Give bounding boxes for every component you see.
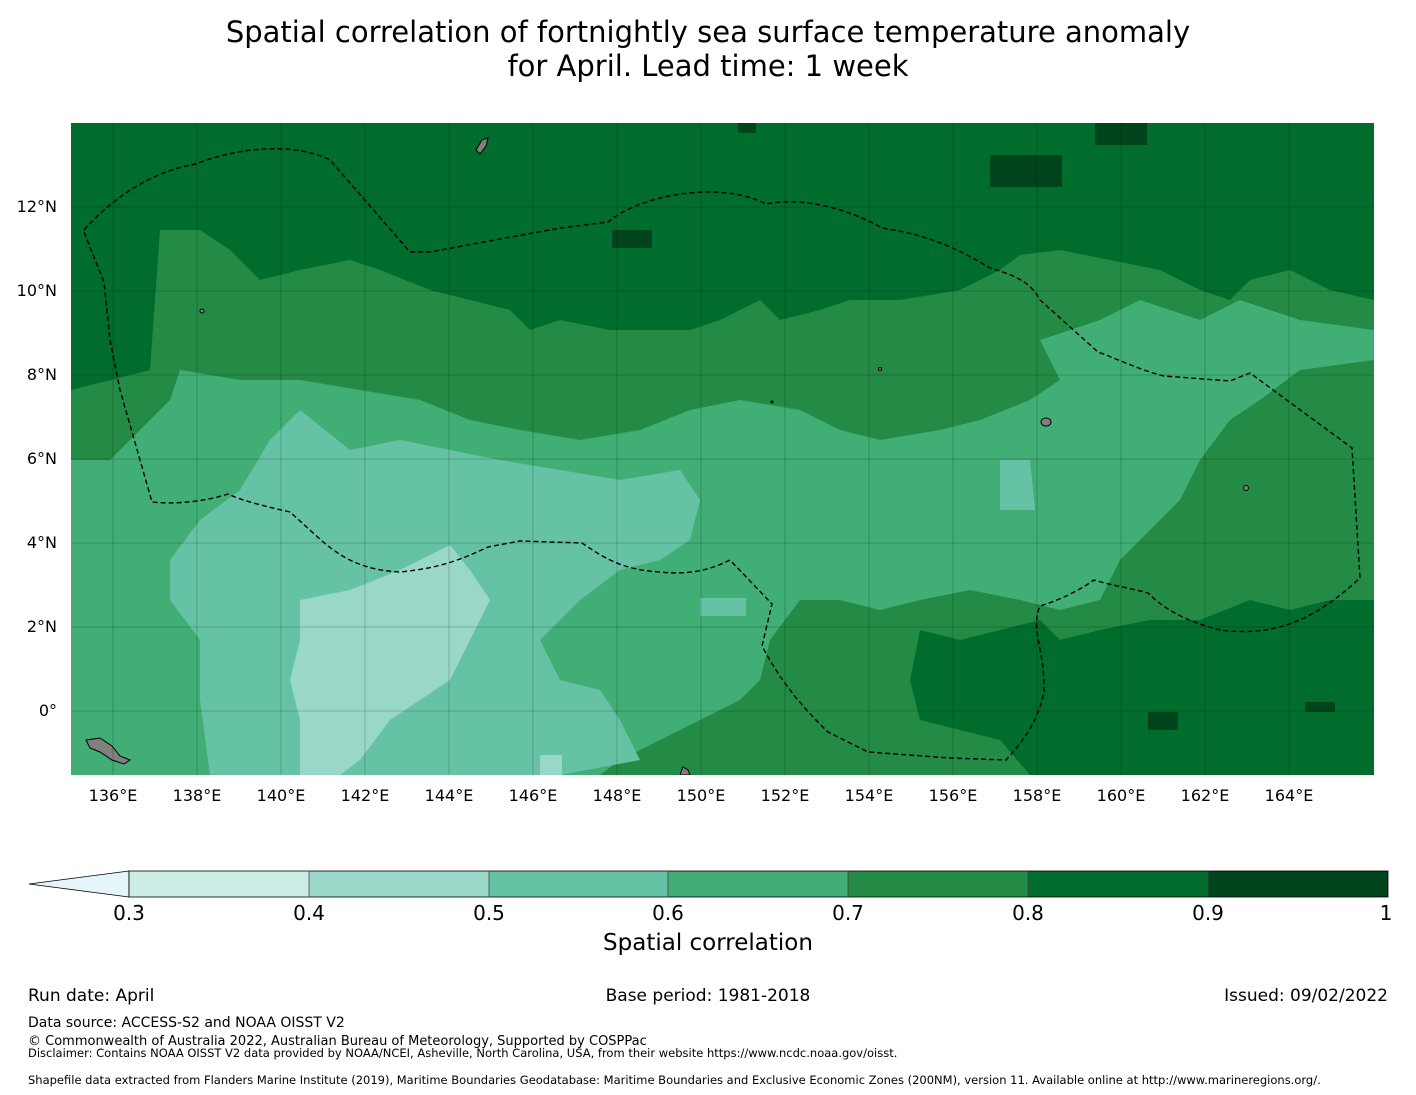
colorbar-segment: [668, 871, 848, 897]
field-region-lightest: [290, 545, 490, 775]
field-patch-lightest: [540, 755, 562, 775]
lat-tick-label: 10°N: [17, 281, 57, 300]
data-source: Data source: ACCESS-S2 and NOAA OISST V2: [28, 1015, 345, 1031]
field-region-north: [71, 123, 1374, 390]
lon-tick-label: 148°E: [593, 786, 642, 805]
lon-tick-label: 156°E: [929, 786, 978, 805]
colorbar-tick-label: 0.6: [652, 901, 684, 925]
lon-tick-labels: 136°E 138°E 140°E 142°E 144°E 146°E 148°…: [89, 786, 1314, 805]
lon-tick-label: 158°E: [1013, 786, 1062, 805]
field-patch-darkest: [990, 155, 1062, 187]
colorbar-segment: [489, 871, 668, 897]
land-mass: [475, 137, 489, 155]
land-mass: [679, 766, 691, 775]
land-mass: [1040, 417, 1052, 427]
lat-tick-label: 0°: [39, 701, 57, 720]
run-date: Run date: April: [28, 986, 155, 1006]
colorbar: 0.3 0.4 0.5 0.6 0.7 0.8 0.9 1: [28, 870, 1392, 925]
colorbar-title: Spatial correlation: [603, 930, 813, 956]
colorbar-segment: [1028, 871, 1208, 897]
eez-boundary: [83, 148, 1361, 761]
base-period: Base period: 1981-2018: [605, 986, 811, 1006]
lat-tick-label: 4°N: [27, 533, 57, 552]
colorbar-segment: [1208, 871, 1388, 897]
lon-tick-label: 154°E: [845, 786, 894, 805]
lat-tick-label: 12°N: [17, 197, 57, 216]
colorbar-outline: [128, 870, 1389, 898]
colorbar-segment: [309, 871, 489, 897]
shapefile-credit: Shapefile data extracted from Flanders M…: [28, 1073, 1321, 1087]
colorbar-tick-label: 0.3: [113, 901, 145, 925]
colorbar-under-arrow: [28, 870, 130, 898]
lon-tick-label: 150°E: [677, 786, 726, 805]
land-mass: [85, 737, 132, 765]
lat-tick-label: 6°N: [27, 449, 57, 468]
colorbar-tick-label: 0.4: [293, 901, 325, 925]
map-title-line1: Spatial correlation of fortnightly sea s…: [225, 15, 1191, 49]
field-patch-darkest: [1148, 712, 1178, 730]
colorbar-segment: [129, 871, 309, 897]
graticule: [71, 123, 1374, 775]
field-patch-darkest: [1095, 123, 1147, 145]
colorbar-segment: [848, 871, 1028, 897]
lon-tick-label: 152°E: [761, 786, 810, 805]
lat-tick-label: 2°N: [27, 617, 57, 636]
land-mass: [770, 400, 774, 404]
lon-tick-label: 146°E: [509, 786, 558, 805]
lon-tick-label: 162°E: [1181, 786, 1230, 805]
lon-tick-label: 142°E: [341, 786, 390, 805]
map-title-line2: for April. Lead time: 1 week: [507, 49, 909, 83]
field-region-southeast: [910, 600, 1374, 775]
lon-tick-label: 164°E: [1265, 786, 1314, 805]
correlation-field: [71, 123, 1374, 775]
lon-tick-label: 140°E: [257, 786, 306, 805]
copyright-notice: © Commonwealth of Australia 2022, Austra…: [28, 1034, 647, 1049]
lon-tick-label: 136°E: [89, 786, 138, 805]
colorbar-tick-label: 0.7: [832, 901, 864, 925]
field-patch-darkest: [612, 230, 652, 248]
field-patch-darkest: [738, 123, 756, 133]
field-patch-light: [700, 598, 746, 616]
lon-tick-label: 160°E: [1097, 786, 1146, 805]
lon-tick-label: 144°E: [425, 786, 474, 805]
field-patch-light: [1000, 460, 1035, 510]
issued-date: Issued: 09/02/2022: [1224, 986, 1388, 1006]
land-mass: [199, 308, 205, 314]
land-mass: [1243, 485, 1249, 491]
lon-tick-label: 138°E: [173, 786, 222, 805]
field-patch-darkest: [1305, 702, 1335, 712]
lat-tick-labels: 12°N 10°N 8°N 6°N 4°N 2°N 0°: [17, 197, 57, 720]
colorbar-tick-label: 0.8: [1012, 901, 1044, 925]
colorbar-tick-label: 1: [1380, 901, 1393, 925]
land-mass: [878, 367, 882, 371]
colorbar-tick-label: 0.9: [1192, 901, 1224, 925]
disclaimer: Disclaimer: Contains NOAA OISST V2 data …: [28, 1046, 898, 1060]
colorbar-tick-labels: 0.3 0.4 0.5 0.6 0.7 0.8 0.9 1: [113, 901, 1392, 925]
colorbar-tick-label: 0.5: [473, 901, 505, 925]
lat-tick-label: 8°N: [27, 365, 57, 384]
colorbar-dividers: [308, 871, 1209, 897]
